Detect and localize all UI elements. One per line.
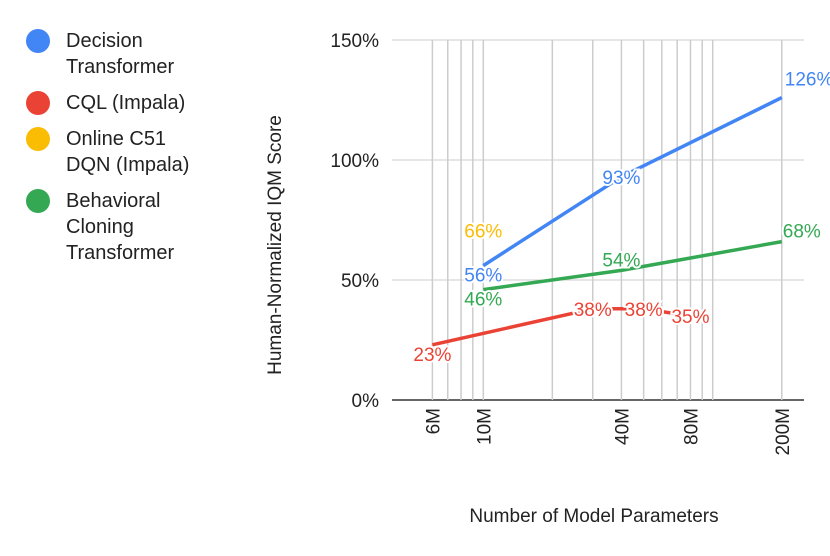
legend: Decision Transformer CQL (Impala) Online… — [26, 28, 226, 276]
data-label: 66% — [464, 222, 502, 243]
y-tick-label: 150% — [330, 31, 379, 52]
legend-item-decision-transformer: Decision Transformer — [26, 28, 226, 80]
legend-label: Online C51 DQN (Impala) — [66, 128, 190, 176]
series-lines — [432, 96, 783, 347]
x-tick-label: 200M — [773, 408, 794, 456]
data-labels: 56% 93% 126% 23% 38% 38% 35% 66% 46% 54% 68% — [411, 68, 830, 368]
legend-swatch — [26, 127, 50, 151]
legend-item-cql: CQL (Impala) — [26, 90, 226, 116]
y-axis-label: Human-Normalized IQM Score — [265, 115, 286, 375]
legend-item-behavioral-cloning: Behavioral Cloning Transformer — [26, 188, 226, 266]
x-tick-label: 40M — [612, 408, 633, 445]
data-label: 68% — [783, 222, 821, 243]
legend-swatch — [26, 189, 50, 213]
legend-swatch — [26, 29, 50, 53]
x-tick-label: 10M — [474, 408, 495, 445]
x-axis-label: Number of Model Parameters — [469, 506, 718, 527]
y-tick-label: 50% — [341, 271, 379, 292]
x-tick-label: 6M — [423, 408, 444, 434]
data-label: 46% — [464, 290, 502, 311]
data-label: 23% — [413, 345, 451, 366]
grid — [392, 39, 804, 401]
series-line — [483, 239, 783, 292]
legend-label: Behavioral Cloning Transformer — [66, 190, 175, 264]
legend-item-online-c51: Online C51 DQN (Impala) — [26, 126, 226, 178]
legend-swatch — [26, 91, 50, 115]
data-label: 38% — [574, 300, 612, 321]
x-tick-label: 80M — [681, 408, 702, 445]
legend-label: CQL (Impala) — [66, 92, 186, 114]
y-tick-label: 100% — [330, 151, 379, 172]
data-label: 126% — [785, 70, 830, 91]
axis-ticks: 0% 50% 100% 150% 6M 10M 40M 80M 200M — [330, 31, 793, 456]
data-label: 93% — [602, 168, 640, 189]
legend-label: Decision Transformer — [66, 30, 175, 78]
data-label: 56% — [464, 266, 502, 287]
data-label: 35% — [671, 307, 709, 328]
data-label: 38% — [625, 300, 663, 321]
y-tick-label: 0% — [352, 391, 380, 412]
series-line — [482, 96, 783, 268]
series-line — [432, 307, 691, 347]
data-label: 54% — [602, 250, 640, 271]
